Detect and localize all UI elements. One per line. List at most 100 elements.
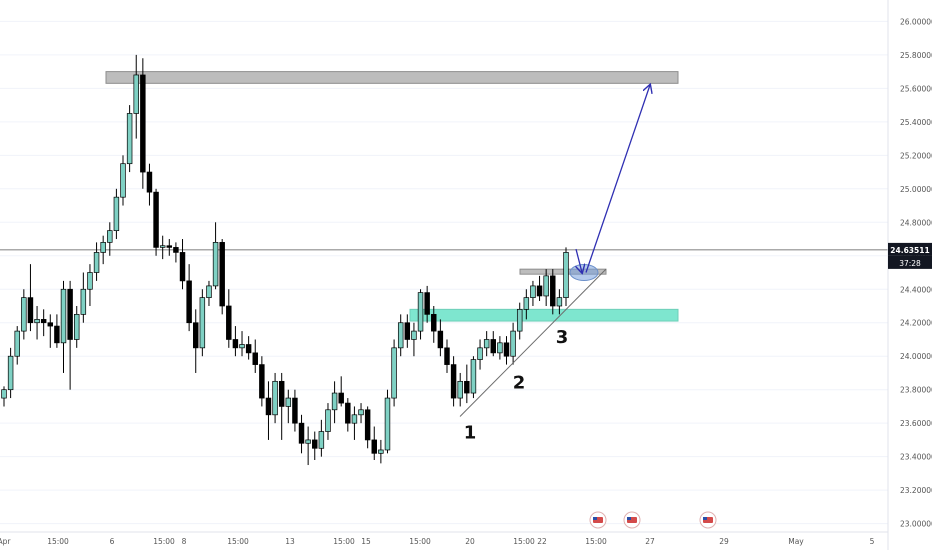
candle-body <box>232 339 239 349</box>
countdown-value: 37:28 <box>899 259 921 268</box>
candle <box>186 264 192 332</box>
ascending-trendline[interactable] <box>459 268 607 417</box>
candle-body <box>193 322 199 349</box>
candle-body <box>477 347 483 360</box>
candle-body <box>318 431 325 449</box>
time-tick-label: 22 <box>537 537 547 546</box>
demand-zone-rect[interactable] <box>409 308 679 322</box>
candle <box>563 247 569 306</box>
candle <box>193 309 199 373</box>
zones <box>105 71 679 322</box>
candle-body <box>159 245 166 248</box>
candle-body <box>331 392 338 411</box>
up-target-arrow[interactable] <box>585 85 650 273</box>
candle-body <box>40 319 47 324</box>
candle-body <box>345 402 351 424</box>
candle <box>464 364 470 404</box>
candle-body <box>464 380 470 394</box>
candle-body <box>153 191 159 248</box>
candle-body <box>186 280 192 324</box>
candle-body <box>173 247 179 253</box>
candle <box>371 426 377 461</box>
current-price-tag-bg <box>888 242 932 256</box>
wave-label-2: 2 <box>513 372 526 393</box>
candle <box>120 155 126 206</box>
candle-body <box>212 242 219 287</box>
candle <box>133 54 139 139</box>
candle <box>483 331 490 357</box>
candle-body <box>305 439 311 444</box>
candle-body <box>516 308 523 332</box>
candle <box>450 356 457 407</box>
candle <box>397 314 404 357</box>
supply-zone-rect[interactable] <box>105 71 679 84</box>
candle <box>21 289 27 340</box>
candle-body <box>47 322 54 327</box>
flag-event-icon[interactable] <box>623 511 641 529</box>
candle-body <box>54 325 60 344</box>
price-tick-label: 25.80000 <box>900 51 932 60</box>
candle-body <box>140 74 146 173</box>
candle-body <box>14 330 20 357</box>
candle-body <box>536 285 543 297</box>
candle-body <box>21 297 27 332</box>
candle-body <box>34 319 40 324</box>
candle-body <box>450 364 457 399</box>
candle <box>417 289 424 340</box>
candle-body <box>444 347 450 365</box>
countdown-tag: 37:28 <box>888 255 932 269</box>
candle <box>146 163 153 206</box>
candle <box>259 356 265 407</box>
drawings <box>459 85 650 417</box>
candle <box>54 314 60 348</box>
candle-body <box>27 297 34 324</box>
flag-event-icon[interactable] <box>699 511 717 529</box>
candle-body <box>206 285 212 298</box>
candle-body <box>312 439 318 449</box>
candle <box>345 398 351 432</box>
candle <box>364 406 371 449</box>
candle-body <box>179 252 186 282</box>
retest-ellipse-marker[interactable] <box>569 264 599 282</box>
candle-body <box>384 397 391 451</box>
candle <box>245 336 252 360</box>
time-tick-label: May <box>788 537 804 546</box>
candle-body <box>100 242 106 253</box>
candle <box>278 372 285 440</box>
candle-body <box>199 297 206 349</box>
time-tick-label: 8 <box>182 537 187 546</box>
candle <box>219 239 225 315</box>
candle <box>140 58 146 189</box>
wave-label-3: 3 <box>556 327 569 348</box>
candle <box>47 314 54 348</box>
time-tick-label: 5 <box>870 537 875 546</box>
candle <box>100 235 106 265</box>
candle <box>179 239 186 290</box>
candle <box>93 242 100 281</box>
candle <box>543 269 549 306</box>
candle-body <box>530 285 536 298</box>
candle-body <box>358 409 364 416</box>
candle-body <box>563 252 569 298</box>
candle-body <box>219 242 225 307</box>
flag-event-icon[interactable] <box>589 511 607 529</box>
candle-body <box>411 330 417 340</box>
candle-body <box>457 380 463 399</box>
candle-body <box>7 355 14 391</box>
candle <box>232 326 239 357</box>
price-tick-label: 25.00000 <box>900 185 932 194</box>
candle-body <box>483 339 490 349</box>
candle-body <box>60 288 67 344</box>
price-axis: 26.00000 25.80000 25.60000 25.40000 25.20000… <box>887 0 932 550</box>
retest-zone-rect[interactable] <box>519 268 607 275</box>
candle <box>292 389 298 432</box>
candle <box>331 381 338 424</box>
candle <box>411 322 417 357</box>
candle <box>272 372 278 424</box>
candle-body <box>252 352 258 365</box>
candle-body <box>292 397 298 424</box>
down-arrow[interactable] <box>576 248 582 272</box>
candle <box>285 389 292 424</box>
